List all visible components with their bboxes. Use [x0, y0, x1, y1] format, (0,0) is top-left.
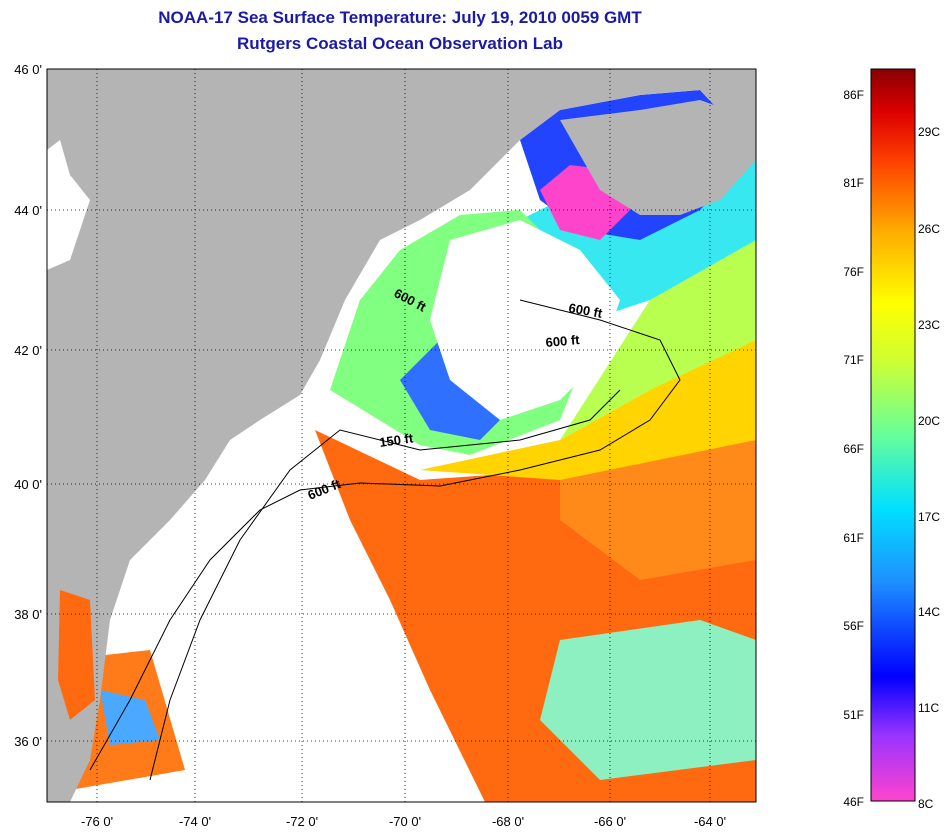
lon-label: -68 0': [492, 814, 524, 829]
longitude-axis: -76 0' -74 0' -72 0' -70 0' -68 0' -66 0…: [81, 814, 726, 829]
sst-map: [47, 69, 756, 802]
colorbar-c-label: 14C: [918, 605, 940, 619]
colorbar-c-label: 29C: [918, 125, 940, 139]
colorbar-c-label: 8C: [918, 797, 934, 811]
cloud-patch-gom: [430, 220, 620, 420]
lake-ontario: [47, 140, 90, 270]
colorbar-c-label: 26C: [918, 222, 940, 236]
lat-label: 40 0': [14, 477, 42, 492]
lat-label: 42 0': [14, 343, 42, 358]
lon-label: -64 0': [694, 814, 726, 829]
cool-mixed-south: [540, 620, 756, 780]
chesapeake-bay-water: [58, 590, 95, 720]
nearshore-cool-band: [100, 690, 160, 745]
lon-label: -74 0': [179, 814, 211, 829]
map-frame: [46, 68, 757, 803]
colorbar-gradient: [870, 68, 916, 802]
latitude-axis: 46 0' 44 0' 42 0' 40 0' 38 0' 36 0': [14, 62, 42, 749]
lat-label: 38 0': [14, 607, 42, 622]
colorbar-f-label: 86F: [843, 88, 864, 102]
colorbar-f-label: 61F: [843, 531, 864, 545]
map-title: NOAA-17 Sea Surface Temperature: July 19…: [158, 8, 642, 27]
colorbar-c-label: 11C: [918, 701, 939, 715]
colorbar-f-label: 56F: [843, 619, 864, 633]
colorbar-f-label: 81F: [843, 176, 864, 190]
colorbar-c-label: 20C: [918, 414, 940, 428]
lon-label: -72 0': [286, 814, 318, 829]
depth-label: 600 ft: [545, 332, 581, 350]
lon-label: -66 0': [594, 814, 626, 829]
colorbar-f-label: 66F: [843, 442, 864, 456]
map-subtitle: Rutgers Coastal Ocean Observation Lab: [237, 34, 563, 53]
land-nova-scotia: [560, 100, 756, 215]
depth-contour-600ft: [89, 299, 681, 771]
colorbar-c-label: 23C: [918, 318, 940, 332]
green-water-region: [560, 230, 756, 440]
colorbar-f-label: 46F: [843, 795, 864, 809]
colorbar: 86F 81F 76F 71F 66F 61F 56F 51F 46F 29C …: [843, 68, 940, 811]
colorbar-f-label: 71F: [843, 353, 864, 367]
gulf-of-maine-blue: [400, 340, 520, 440]
yellow-water-region: [420, 330, 756, 480]
land-mainland: [47, 69, 756, 802]
lat-label: 46 0': [14, 62, 42, 77]
colorbar-f-label: 51F: [843, 708, 864, 722]
depth-label: 600 ft: [567, 300, 604, 321]
lon-label: -70 0': [389, 814, 421, 829]
depth-label: 150 ft: [378, 430, 414, 450]
colorbar-c-label: 17C: [918, 510, 940, 524]
colorbar-f-label: 76F: [843, 265, 864, 279]
depth-contour-150ft: [149, 389, 621, 781]
lon-label: -76 0': [81, 814, 113, 829]
lat-label: 36 0': [14, 734, 42, 749]
lat-label: 44 0': [14, 203, 42, 218]
